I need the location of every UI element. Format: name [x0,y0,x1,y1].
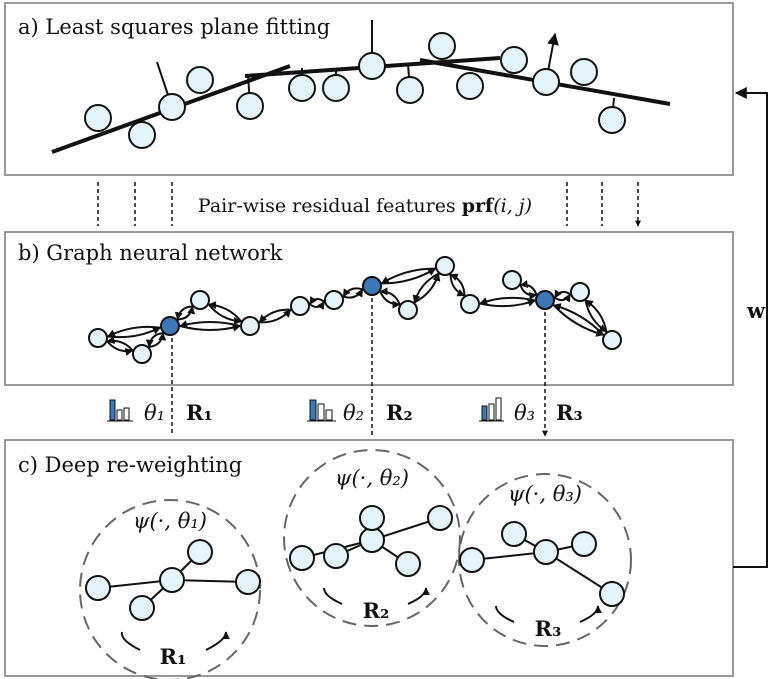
panel-b [4,231,734,386]
node [460,294,480,314]
feedback-arrow [733,87,768,568]
edge [379,287,401,305]
edge [554,293,572,303]
edge [145,332,164,348]
edge [107,325,161,338]
theta-icons [107,397,504,422]
panel-title: b) Graph neural network [18,241,283,265]
node [535,290,555,310]
panel-title: a) Least squares plane fitting [18,15,330,39]
graph [88,256,622,364]
edge [584,299,608,332]
node [602,330,622,350]
edge [106,336,134,352]
edge [412,272,440,304]
theta-label: θ₃ [514,401,535,425]
node [398,300,418,320]
kernel-label: ψ(·, θ₂) [335,466,409,490]
features-label: Pair-wise residual features prf(i, j) [198,195,532,217]
node [240,316,260,336]
edge [258,308,291,323]
panel-title: c) Deep re-weighting [18,453,242,477]
edge [174,305,193,321]
node [160,316,180,336]
edge [107,326,161,339]
edge [519,280,538,296]
rotation-label: R₃ [535,616,562,641]
edge [342,287,363,298]
edge [380,267,436,285]
cluster-arrows [171,298,545,436]
node [190,290,210,310]
edge [179,323,241,332]
kernel-label: ψ(·, θ₁) [133,509,207,533]
node [290,296,310,316]
node [435,256,455,276]
edge [179,320,241,329]
rotation-label: R₂ [386,400,413,425]
node [570,282,590,302]
rotation-label: R₁ [186,400,213,425]
edge [208,301,242,323]
theta-label: θ₂ [343,401,364,425]
edge [553,289,571,299]
node [88,328,108,348]
weights-label: w [746,298,766,323]
rotation-label: R₁ [160,644,187,669]
kernel-label: ψ(·, θ₃) [508,482,582,506]
rotation-label: R₂ [363,598,390,623]
plane-fitting [51,20,671,154]
edge [449,273,466,296]
theta-label: θ₁ [144,401,165,425]
rotation-label: R₃ [556,400,583,425]
feature-arrows [97,182,638,226]
panel-c [4,439,734,677]
edge [208,303,242,325]
clusters [79,449,632,679]
edge [309,296,325,305]
node [502,270,522,290]
node [324,290,344,310]
node [362,276,382,296]
panel-a [4,2,734,176]
edge [309,301,325,310]
node [132,344,152,364]
